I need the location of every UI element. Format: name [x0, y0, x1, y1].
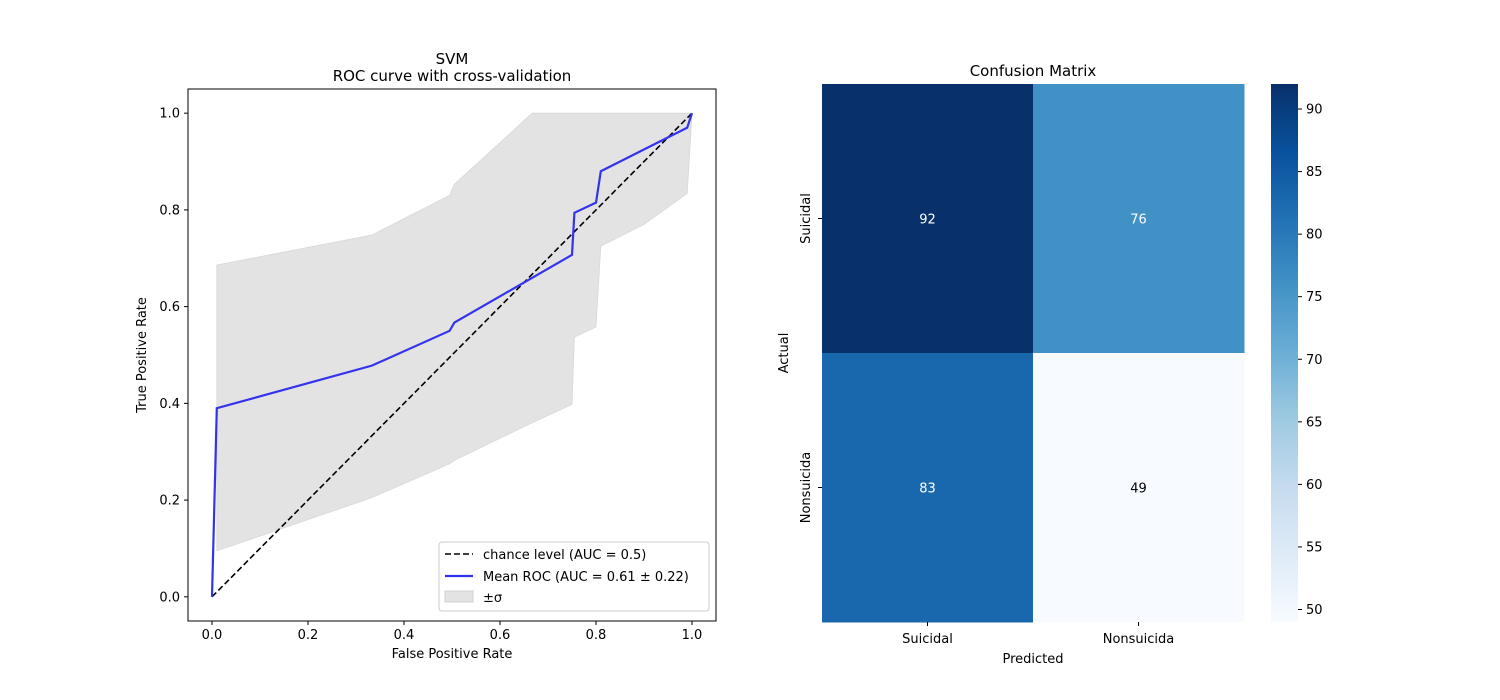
roc-y-axis-label: True Positive Rate [135, 297, 150, 414]
cm-cell-value: 49 [1130, 482, 1147, 497]
cm-x-axis-label: Predicted [1002, 652, 1063, 667]
cm-cell [822, 353, 1034, 623]
cm-cell [1033, 353, 1245, 623]
roc-y-tick-label: 0.4 [159, 397, 180, 412]
colorbar-ticks: 50 55 60 65 70 75 80 85 90 [1298, 103, 1323, 618]
roc-subtitle: ROC curve with cross-validation [333, 67, 572, 85]
roc-x-axis-label: False Positive Rate [392, 647, 513, 662]
roc-y-tick-label: 1.0 [159, 107, 180, 122]
roc-x-tick-label: 0.0 [202, 628, 223, 643]
roc-x-tick-label: 0.4 [394, 628, 415, 643]
roc-title: SVM [436, 50, 469, 68]
colorbar-tick-label: 60 [1306, 478, 1323, 493]
cm-y-tick-label: Nonsuicida [799, 452, 814, 524]
roc-y-tick-label: 0.8 [159, 203, 180, 218]
legend-mean-roc-label: Mean ROC (AUC = 0.61 ± 0.22) [483, 570, 689, 585]
colorbar: 50 55 60 65 70 75 80 85 90 [1271, 84, 1323, 622]
colorbar-tick-label: 75 [1306, 290, 1323, 305]
confusion-matrix-ticks: Suicidal Nonsuicida Suicidal Nonsuicida [799, 193, 1174, 647]
colorbar-tick-label: 85 [1306, 165, 1323, 180]
roc-std-band [216, 112, 693, 552]
roc-y-tick-label: 0.6 [159, 300, 180, 315]
cm-y-tick-label: Suicidal [799, 193, 814, 244]
roc-x-tick-label: 0.8 [586, 628, 607, 643]
cm-y-axis-label: Actual [777, 333, 792, 374]
roc-x-tick-label: 0.2 [298, 628, 319, 643]
colorbar-tick-label: 90 [1306, 103, 1323, 118]
roc-chart: 0.0 0.2 0.4 0.6 0.8 1.0 0.0 0.2 0.4 0.6 0.8 1.0 SV… [135, 50, 717, 662]
colorbar-tick-label: 50 [1306, 603, 1323, 618]
roc-x-tick-label: 1.0 [682, 628, 703, 643]
cm-title: Confusion Matrix [970, 62, 1097, 80]
colorbar-tick-label: 70 [1306, 353, 1323, 368]
colorbar-tick-label: 55 [1306, 540, 1323, 555]
roc-x-tick-label: 0.6 [490, 628, 511, 643]
cm-x-tick-label: Nonsuicida [1103, 632, 1175, 647]
cm-cell-value: 83 [919, 482, 936, 497]
colorbar-tick-label: 80 [1306, 228, 1323, 243]
cm-cell-value: 76 [1130, 213, 1147, 228]
chance-level-line [211, 112, 693, 598]
roc-x-ticks: 0.0 0.2 0.4 0.6 0.8 1.0 [202, 621, 703, 643]
cm-cell-value: 92 [919, 213, 936, 228]
colorbar-tick-label: 65 [1306, 415, 1323, 430]
roc-band-area [216, 112, 693, 552]
mean-roc-line [210, 112, 694, 597]
roc-y-tick-label: 0.2 [159, 494, 180, 509]
cm-x-tick-label: Suicidal [902, 632, 953, 647]
legend-chance-label: chance level (AUC = 0.5) [483, 548, 646, 563]
legend-frame [438, 541, 710, 612]
cm-cell [1033, 84, 1245, 354]
roc-y-tick-label: 0.0 [159, 590, 180, 605]
colorbar-ramp [1271, 84, 1298, 622]
confusion-matrix-cells: 92 76 83 49 [822, 84, 1245, 623]
confusion-matrix-chart: 92 76 83 49 Suicidal Nonsuicida Suicidal Nonsu… [777, 62, 1323, 667]
legend-band-label: ±σ [483, 591, 502, 606]
roc-y-ticks: 0.0 0.2 0.4 0.6 0.8 1.0 [159, 107, 188, 605]
roc-axes-frame [187, 88, 717, 622]
cm-cell [822, 84, 1034, 354]
legend-band-swatch [444, 590, 474, 603]
roc-lines [210, 112, 694, 598]
roc-legend: chance level (AUC = 0.5) Mean ROC (AUC =… [438, 541, 710, 612]
